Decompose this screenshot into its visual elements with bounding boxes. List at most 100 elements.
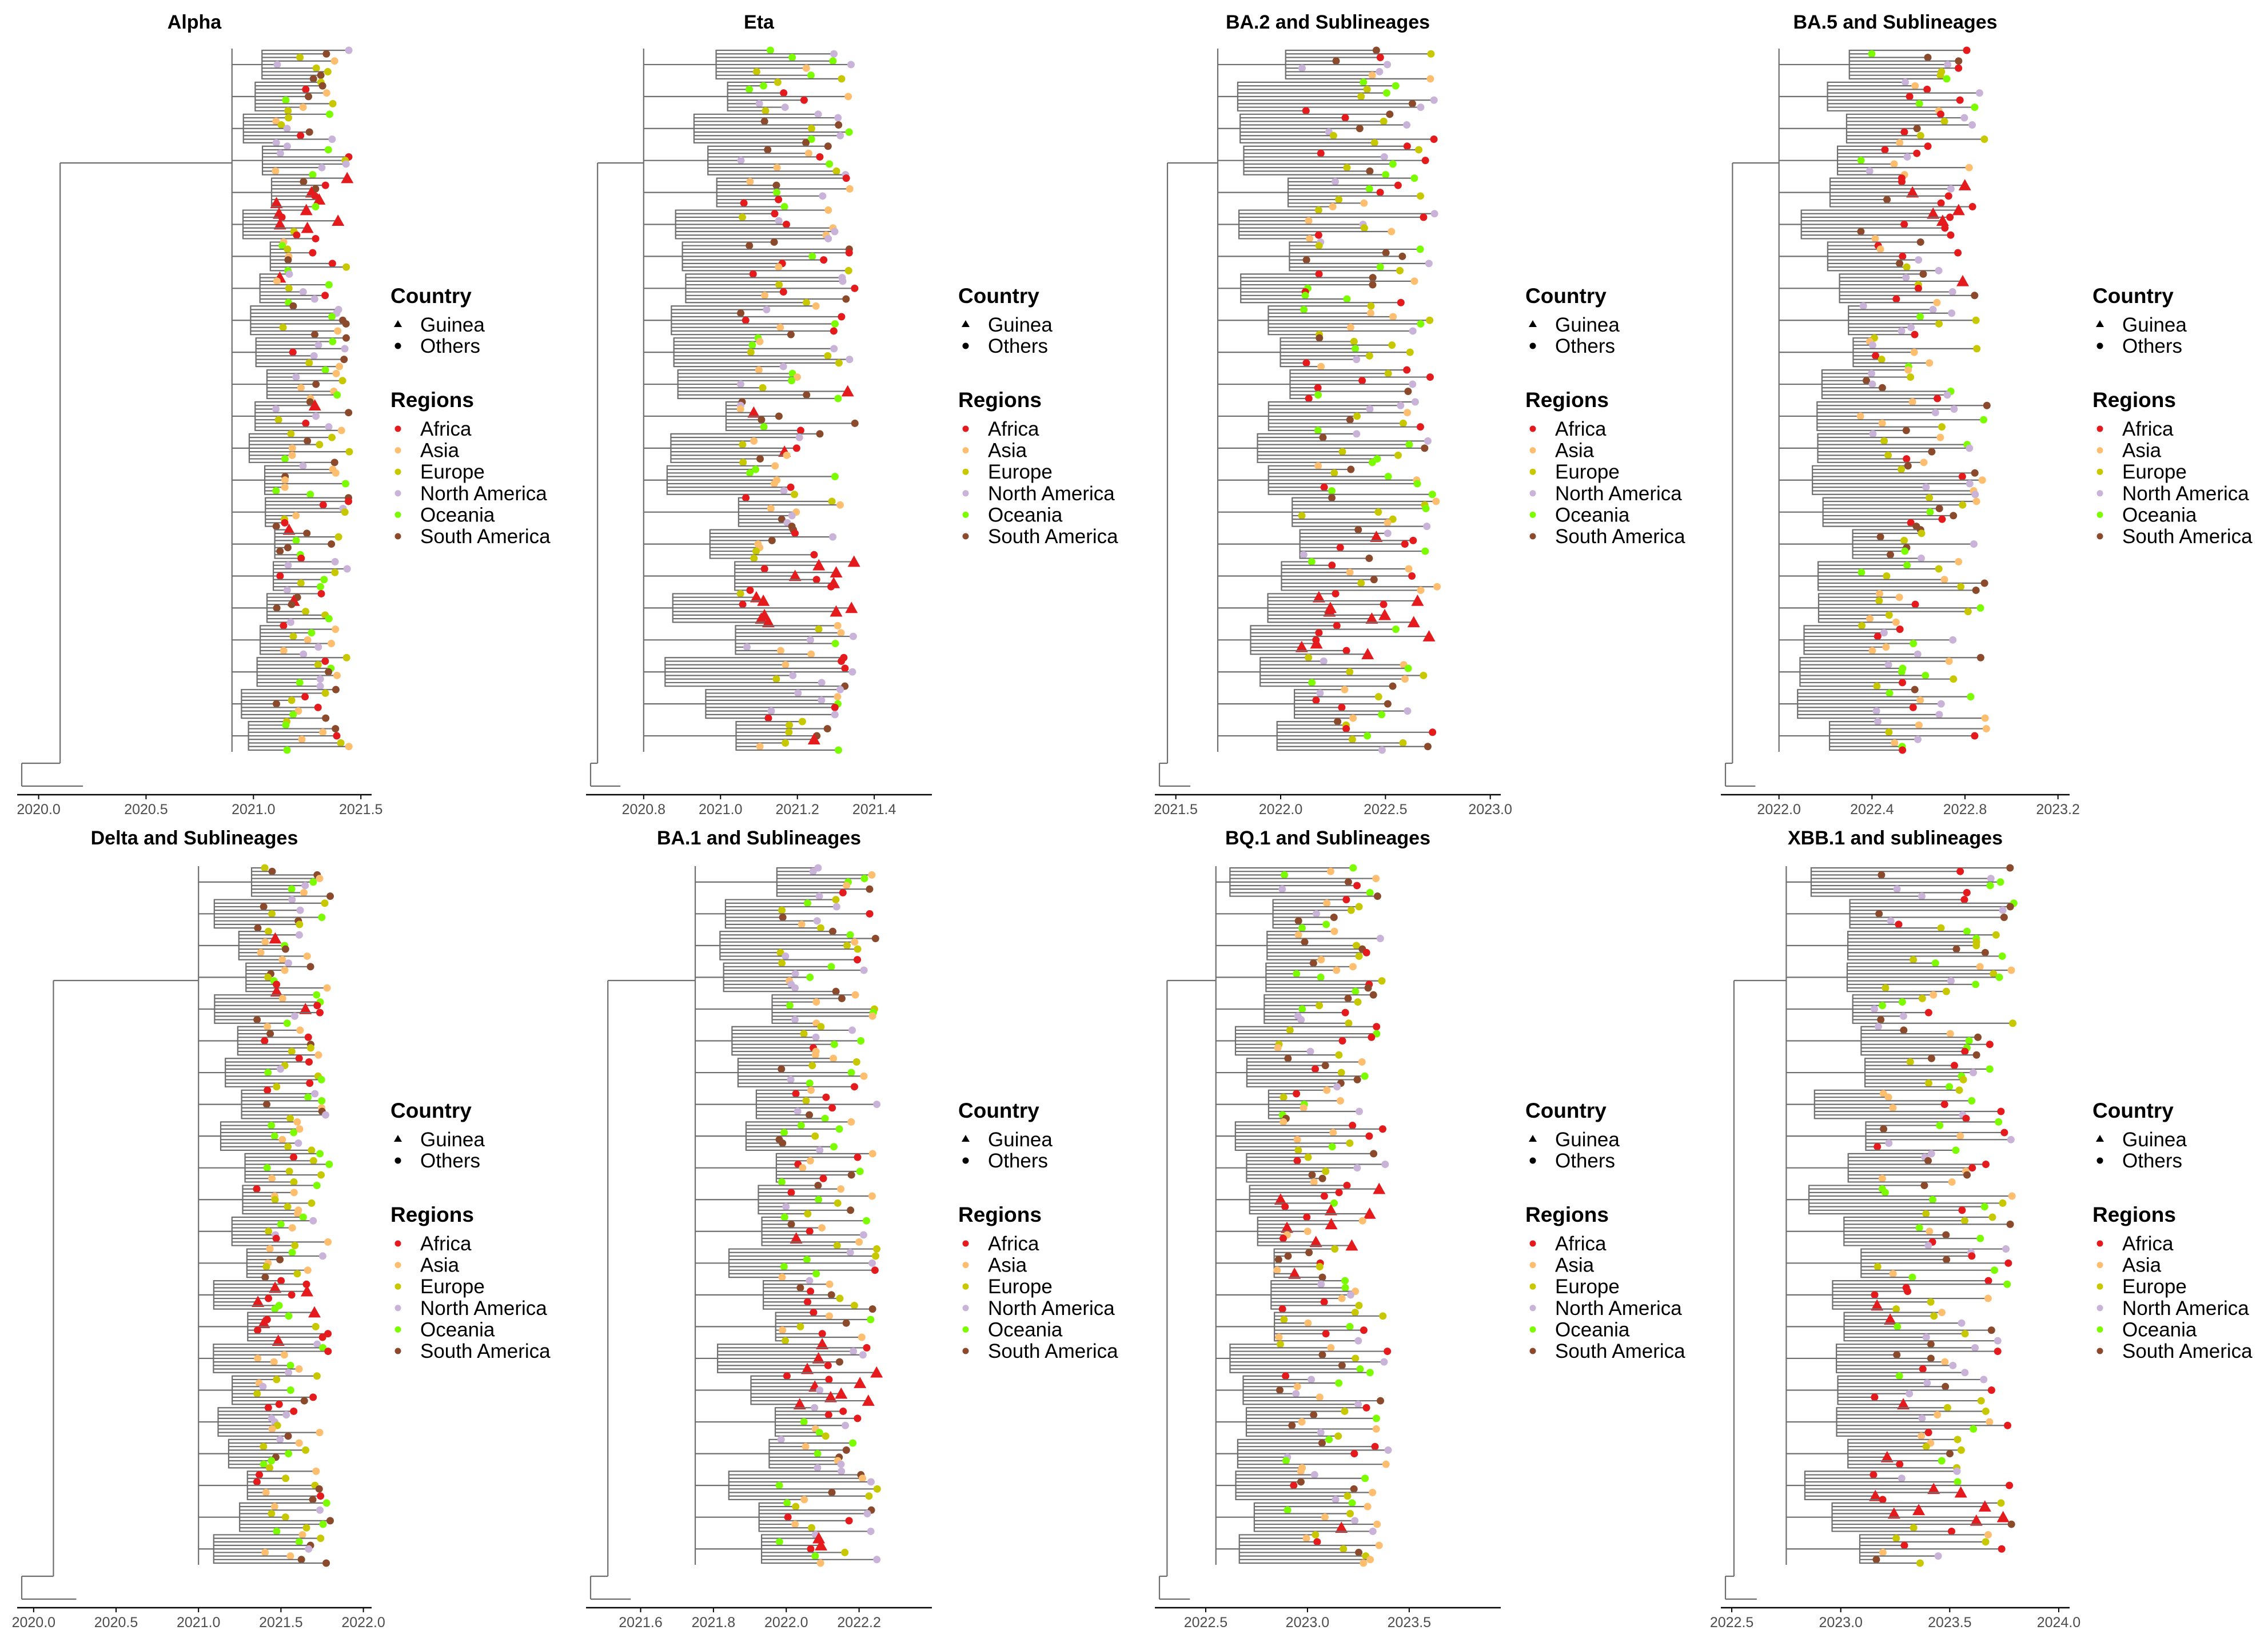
legend-region-item: Europe	[988, 1276, 1053, 1298]
tip-guinea	[1335, 1521, 1348, 1533]
tip-point	[316, 441, 324, 449]
tip-point	[1345, 1019, 1353, 1027]
tip-point	[1361, 1072, 1369, 1080]
tip-point	[1883, 196, 1891, 204]
tip-guinea	[862, 1394, 875, 1406]
tip-point	[804, 149, 812, 157]
legend-region-dot-icon	[962, 1305, 969, 1312]
tip-point	[1987, 1386, 1995, 1394]
tip-point	[843, 882, 851, 890]
tip-point	[282, 96, 290, 104]
tip-point	[873, 1556, 881, 1564]
tip-point	[1868, 50, 1876, 58]
tip-point	[1947, 231, 1955, 239]
tip-point	[1430, 210, 1438, 218]
legend-region-dot-icon	[394, 468, 401, 475]
x-tick-label: 2022.2	[837, 1615, 880, 1631]
x-tick-label: 2021.5	[259, 1615, 302, 1631]
tip-point	[814, 110, 822, 118]
tip-point	[1410, 174, 1418, 182]
tip-point	[2004, 1259, 2012, 1267]
tip-point	[1374, 693, 1382, 701]
tip-point	[1972, 1051, 1980, 1059]
tip-point	[297, 131, 305, 140]
legend-region-dot-icon	[1529, 425, 1536, 432]
tip-guinea	[815, 1539, 828, 1551]
tip-point	[746, 586, 754, 594]
tip-point	[830, 50, 838, 58]
tip-point	[325, 423, 333, 431]
tip-point	[1273, 1266, 1281, 1274]
tip-point	[1976, 653, 1984, 661]
tip-point	[1384, 700, 1392, 708]
tip-point	[1427, 50, 1435, 58]
tip-point	[1401, 540, 1409, 548]
tip-point	[276, 1256, 284, 1264]
tip-point	[825, 1376, 833, 1384]
tip-point	[259, 1382, 267, 1390]
tip-point	[739, 213, 747, 221]
tip-point	[1329, 203, 1337, 211]
tip-point	[332, 369, 340, 377]
tip-point	[1906, 1390, 1914, 1398]
tip-point	[1896, 1460, 1904, 1468]
legend: CountryGuineaOthersRegionsAfricaAsiaEuro…	[390, 284, 551, 548]
tip-point	[309, 249, 317, 257]
tip-point	[851, 938, 859, 946]
tip-point	[1328, 1143, 1336, 1151]
tip-point	[831, 320, 839, 328]
tip-point	[1906, 1058, 1914, 1066]
tip-point	[1889, 1104, 1897, 1112]
legend-dot-icon	[962, 342, 969, 349]
tip-point	[1349, 864, 1357, 872]
tip-point	[286, 1361, 294, 1369]
tip-point	[1966, 444, 1974, 452]
tip-guinea	[747, 406, 760, 418]
tip-point	[288, 696, 296, 704]
tip-guinea	[1288, 1267, 1301, 1279]
panel-title: BA.2 and Sublineages	[1226, 11, 1430, 33]
tip-point	[1965, 1037, 1973, 1045]
tip-point	[304, 636, 312, 644]
tip-point	[253, 1185, 261, 1193]
tip-point	[819, 1174, 827, 1182]
legend-region-dot-icon	[1529, 1348, 1536, 1354]
tip-point	[837, 1460, 845, 1468]
tip-point	[786, 1002, 794, 1010]
tip-point	[290, 1407, 298, 1415]
tip-point	[330, 459, 338, 467]
tip-guinea	[757, 594, 770, 606]
tip-point	[1884, 451, 1892, 459]
tip-point	[776, 647, 784, 655]
tip-point	[257, 948, 265, 956]
tip-point	[318, 914, 326, 922]
tip-point	[284, 107, 292, 115]
tip-point	[831, 228, 839, 236]
tip-point	[1896, 260, 1904, 268]
tip-point	[1982, 1160, 1990, 1168]
tip-point	[1878, 419, 1886, 427]
tip-point	[285, 1450, 293, 1458]
tip-point	[1859, 302, 1867, 310]
tip-point	[1280, 1093, 1288, 1101]
tip-point	[264, 1404, 272, 1412]
tip-point	[282, 721, 290, 729]
tip-point	[1980, 1203, 1988, 1211]
tip-point	[1884, 1093, 1892, 1101]
x-tick-label: 2022.0	[341, 1615, 385, 1631]
tip-point	[314, 1051, 322, 1059]
tip-point	[782, 1203, 790, 1211]
tip-guinea	[1274, 1193, 1287, 1205]
tip-point	[1952, 1146, 1960, 1154]
tip-point	[786, 721, 794, 729]
tip-point	[1421, 157, 1429, 165]
legend-region-item: Africa	[420, 1233, 472, 1255]
tip-point	[295, 1054, 303, 1062]
tip-point	[1286, 1026, 1294, 1034]
tip-point	[313, 1340, 321, 1348]
tip-point	[749, 270, 757, 278]
tip-point	[1357, 579, 1365, 587]
tip-point	[263, 1101, 271, 1109]
tip-point	[1358, 1217, 1366, 1225]
tip-point	[285, 1369, 293, 1377]
